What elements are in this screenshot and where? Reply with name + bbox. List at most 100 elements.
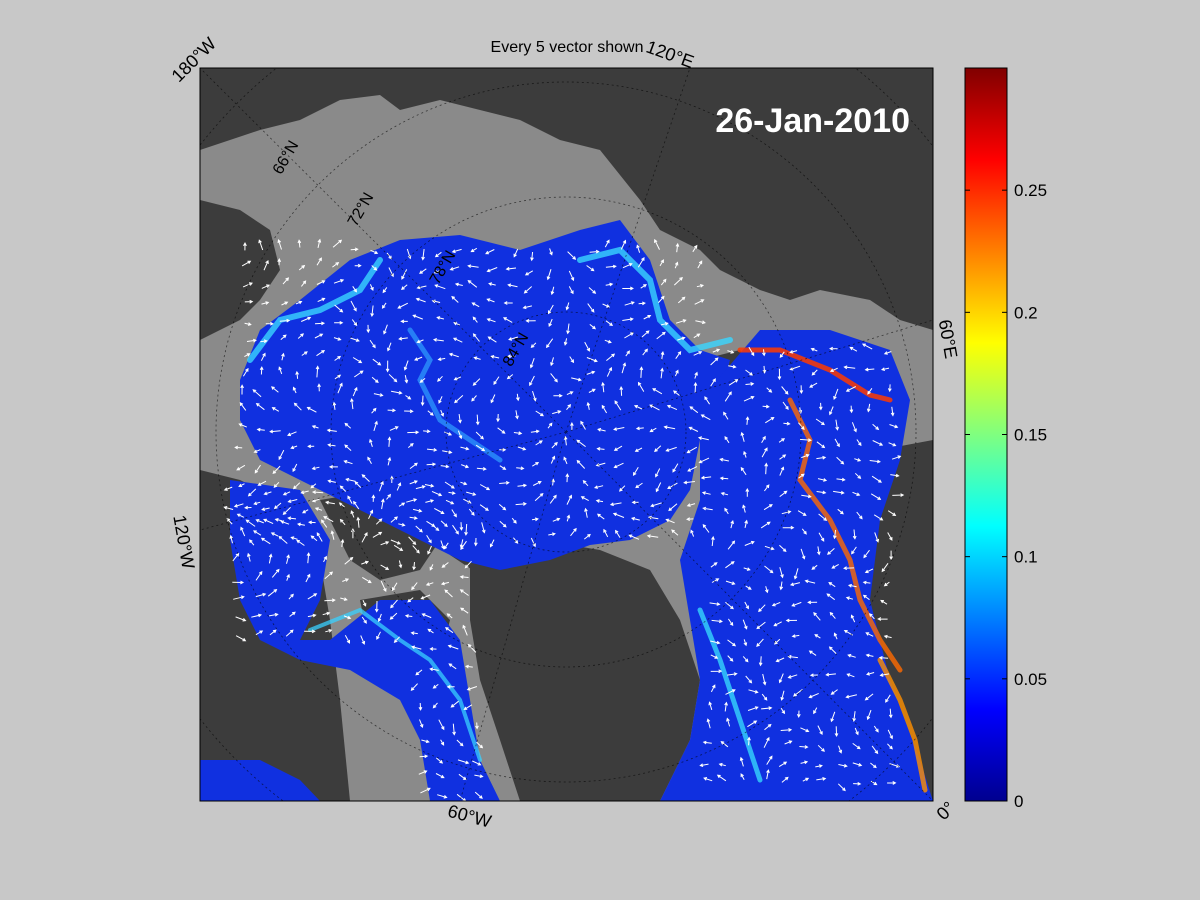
velocity-arrow [489, 539, 495, 548]
ice-velocity-field [200, 220, 933, 801]
velocity-arrow [389, 612, 398, 620]
velocity-arrow [432, 702, 438, 709]
velocity-arrow [362, 599, 367, 607]
velocity-arrow [834, 726, 839, 738]
velocity-arrow [301, 280, 307, 287]
velocity-arrow [630, 516, 640, 521]
velocity-arrow [354, 481, 362, 488]
velocity-arrow [671, 529, 679, 536]
velocity-arrow [440, 409, 444, 417]
velocity-arrow [458, 414, 462, 424]
velocity-arrow [689, 406, 699, 414]
velocity-arrow [464, 560, 472, 569]
velocity-arrow [361, 474, 370, 482]
velocity-arrow [698, 457, 710, 464]
velocity-arrow [240, 384, 244, 395]
velocity-arrow [889, 424, 899, 429]
velocity-arrow [829, 367, 838, 372]
graticule-84N [445, 311, 687, 553]
velocity-arrow [880, 599, 888, 605]
velocity-arrow [763, 504, 773, 511]
velocity-arrow [295, 370, 300, 379]
date-label: 26-Jan-2010 [715, 102, 910, 140]
velocity-arrow [586, 370, 596, 375]
velocity-arrow [710, 669, 723, 674]
velocity-arrow [292, 463, 298, 473]
velocity-arrow [401, 269, 408, 280]
velocity-arrow [325, 629, 333, 633]
velocity-arrow [344, 635, 350, 644]
velocity-arrow [756, 638, 764, 647]
velocity-arrow [334, 304, 344, 313]
velocity-arrow [289, 611, 296, 617]
velocity-arrow [654, 445, 662, 453]
velocity-arrow [429, 564, 434, 571]
velocity-arrow [566, 494, 572, 505]
velocity-arrow [683, 480, 695, 485]
velocity-arrow [595, 499, 604, 503]
velocity-arrow [267, 588, 278, 597]
velocity-arrow [641, 330, 650, 338]
velocity-arrow [403, 360, 409, 371]
velocity-arrow [473, 356, 481, 360]
velocity-arrow [728, 379, 739, 386]
velocity-arrow [660, 278, 667, 286]
velocity-arrow [421, 739, 430, 744]
velocity-arrow [513, 537, 519, 544]
velocity-arrow [655, 482, 662, 493]
velocity-arrow [605, 282, 614, 287]
velocity-arrow [622, 263, 633, 269]
velocity-arrow [263, 259, 269, 271]
velocity-arrow [816, 455, 827, 460]
velocity-arrow [809, 382, 818, 388]
velocity-arrow [369, 284, 374, 291]
velocity-arrow [505, 266, 517, 271]
velocity-arrow [372, 358, 382, 366]
velocity-arrow [513, 431, 523, 436]
velocity-arrow [444, 589, 453, 598]
velocity-arrow [277, 238, 282, 250]
velocity-arrow [802, 777, 810, 782]
velocity-arrow [350, 510, 355, 518]
velocity-arrow [563, 456, 568, 465]
velocity-arrow [791, 634, 800, 638]
velocity-arrow [836, 456, 845, 465]
velocity-arrow [412, 562, 416, 571]
velocity-arrow [461, 464, 470, 469]
velocity-arrow [240, 526, 246, 537]
velocity-arrow [337, 382, 343, 394]
velocity-arrow [677, 336, 686, 341]
velocity-arrow [308, 520, 316, 525]
velocity-arrow [452, 524, 459, 535]
velocity-arrow [801, 494, 812, 499]
velocity-arrow [287, 516, 297, 521]
velocity-arrow [408, 536, 417, 546]
velocity-arrow [816, 777, 827, 781]
velocity-arrow [353, 500, 360, 510]
velocity-arrow [464, 523, 468, 536]
velocity-arrow [316, 532, 323, 542]
velocity-arrow [451, 248, 462, 254]
velocity-arrow [739, 756, 744, 767]
velocity-arrow [869, 459, 881, 464]
velocity-arrow [404, 409, 414, 414]
velocity-arrow [892, 493, 905, 497]
velocity-arrow [706, 718, 711, 729]
velocity-arrow [766, 755, 773, 765]
velocity-arrow [566, 514, 571, 522]
velocity-arrow [339, 518, 346, 526]
velocity-arrow [369, 339, 376, 349]
velocity-arrow [851, 422, 857, 433]
velocity-arrow [891, 455, 902, 460]
velocity-arrow [877, 617, 888, 621]
velocity-arrow [808, 692, 819, 699]
velocity-arrow [466, 491, 477, 496]
velocity-arrow [625, 350, 631, 357]
velocity-arrow [655, 468, 661, 478]
velocity-arrow [863, 549, 870, 559]
velocity-arrow [434, 284, 446, 290]
lon-label-120E: 120°E [643, 37, 696, 73]
velocity-arrow [242, 367, 249, 377]
velocity-arrow [406, 498, 418, 503]
velocity-arrow [745, 382, 755, 386]
